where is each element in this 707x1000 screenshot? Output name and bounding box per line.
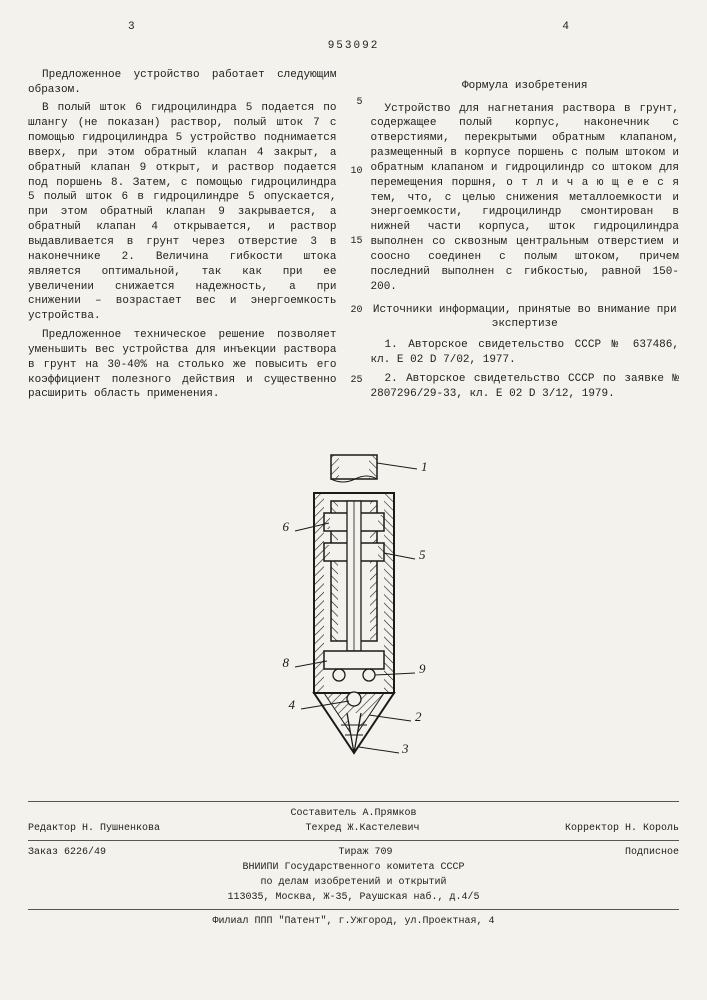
sources-title: Источники информации, принятые во вниман… <box>371 303 680 333</box>
document-number: 953092 <box>28 39 679 54</box>
line-numbers: 5 10 15 20 25 <box>345 68 363 444</box>
line-number: 15 <box>345 235 363 249</box>
order-number: Заказ 6226/49 <box>28 845 106 860</box>
fig-label-6: 6 <box>282 519 289 534</box>
fig-label-9: 9 <box>419 661 426 676</box>
right-column: Формула изобретения Устройство для нагне… <box>371 68 680 444</box>
line-number: 5 <box>345 96 363 110</box>
left-para-3: Предложенное техническое решение позволя… <box>28 328 337 402</box>
line-number: 25 <box>345 374 363 388</box>
org-line-1: ВНИИПИ Государственного комитета СССР <box>28 860 679 875</box>
claim-text: Устройство для нагнетания раствора в гру… <box>371 102 680 295</box>
fig-label-3: 3 <box>401 741 409 756</box>
compositor: Составитель А.Прямков <box>28 806 679 821</box>
branch: Филиал ППП "Патент", г.Ужгород, ул.Проек… <box>28 914 679 929</box>
techred: Техред Ж.Кастелевич <box>305 821 419 836</box>
address: 113035, Москва, Ж-35, Раушская наб., д.4… <box>28 890 679 905</box>
footer-rule <box>28 909 679 910</box>
fig-label-5: 5 <box>419 547 426 562</box>
source-1: 1. Авторское свидетельство СССР № 637486… <box>371 338 680 368</box>
page-number-right: 4 <box>562 20 569 35</box>
line-number: 10 <box>345 165 363 179</box>
page-number-left: 3 <box>128 20 135 35</box>
figure: 1 6 5 8 9 4 2 3 <box>28 453 679 789</box>
fig-label-1: 1 <box>421 459 428 474</box>
corrector: Корректор Н. Король <box>565 821 679 836</box>
subscription: Подписное <box>625 845 679 860</box>
editor: Редактор Н. Пушненкова <box>28 821 160 836</box>
claim-title: Формула изобретения <box>371 79 680 94</box>
fig-label-2: 2 <box>415 709 422 724</box>
org-line-2: по делам изобретений и открытий <box>28 875 679 890</box>
footer-rule <box>28 801 679 802</box>
footer: Составитель А.Прямков Редактор Н. Пушнен… <box>28 801 679 929</box>
text-columns: Предложенное устройство работает следующ… <box>28 68 679 444</box>
header-row: 3 4 <box>28 20 679 35</box>
fig-label-8: 8 <box>282 655 289 670</box>
left-column: Предложенное устройство работает следующ… <box>28 68 337 444</box>
source-2: 2. Авторское свидетельство СССР по заявк… <box>371 372 680 402</box>
footer-rule <box>28 840 679 841</box>
line-number: 20 <box>345 304 363 318</box>
left-para-1: Предложенное устройство работает следующ… <box>28 68 337 98</box>
fig-label-4: 4 <box>288 697 295 712</box>
device-diagram: 1 6 5 8 9 4 2 3 <box>259 453 449 783</box>
left-para-2: В полый шток 6 гидроцилиндра 5 подается … <box>28 101 337 324</box>
print-run: Тираж 709 <box>338 845 392 860</box>
